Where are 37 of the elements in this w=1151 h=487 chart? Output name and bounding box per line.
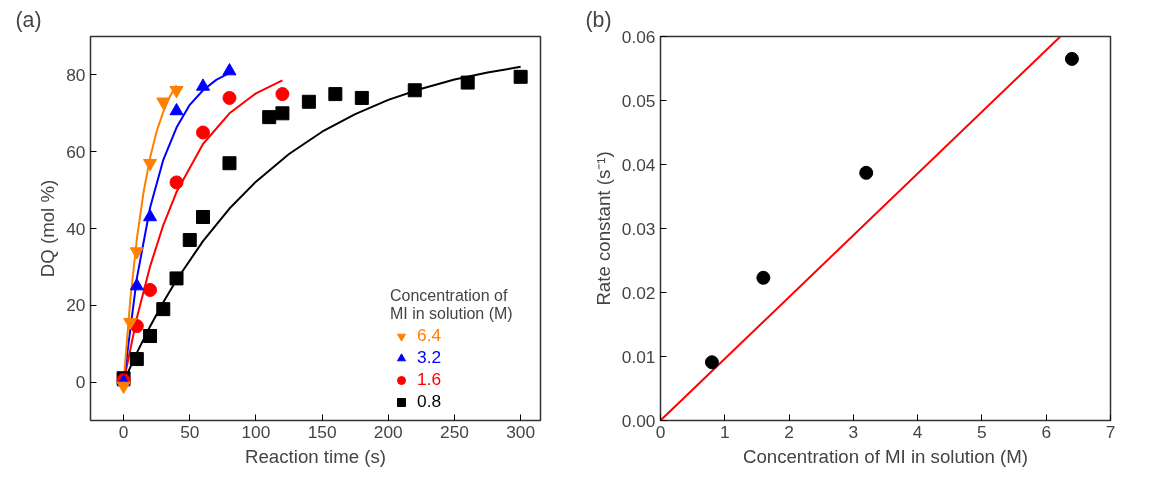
x-tick-label: 5 bbox=[977, 421, 987, 442]
x-tick-label: 3 bbox=[848, 421, 859, 442]
x-tick-label: 0 bbox=[118, 421, 129, 442]
x-tick-label: 150 bbox=[307, 421, 337, 442]
x-tick-label: 1 bbox=[719, 421, 730, 442]
x-axis-title: Concentration of MI in solution (M) bbox=[742, 445, 1029, 467]
x-tick-label: 300 bbox=[506, 421, 536, 442]
y-tick-label: 20 bbox=[66, 295, 86, 316]
y-tick-label: 80 bbox=[66, 64, 86, 85]
x-tick-label: 4 bbox=[912, 421, 923, 442]
x-tick-label: 7 bbox=[1105, 421, 1116, 442]
y-tick-label: 0.03 bbox=[621, 218, 656, 239]
x-tick-label: 100 bbox=[241, 421, 271, 442]
y-tick-label: 0.06 bbox=[621, 26, 656, 47]
legend-title: Concentration of MI in solution (M) bbox=[390, 287, 513, 323]
y-axis-title: Rate constant (s⁻¹) bbox=[592, 151, 614, 306]
legend-label: 0.8 bbox=[417, 391, 442, 412]
y-tick-label: 0 bbox=[75, 372, 86, 393]
x-tick-label: 2 bbox=[784, 421, 794, 442]
chart-title: (a) bbox=[15, 7, 42, 32]
y-tick-label: 40 bbox=[66, 218, 86, 239]
x-axis-title: Reaction time (s) bbox=[245, 445, 386, 467]
y-tick-label: 0.05 bbox=[621, 90, 656, 111]
legend-label: 6.4 bbox=[417, 325, 442, 346]
legend-label: 1.6 bbox=[417, 369, 442, 390]
x-tick-label: 200 bbox=[373, 421, 403, 442]
x-tick-label: 250 bbox=[440, 421, 469, 442]
y-tick-label: 0.00 bbox=[621, 410, 656, 431]
chart-title: (b) bbox=[585, 7, 612, 32]
y-axis-title: DQ (mol %) bbox=[37, 179, 59, 278]
y-tick-label: 0.02 bbox=[621, 282, 656, 303]
x-tick-label: 6 bbox=[1041, 421, 1052, 442]
legend-label: 3.2 bbox=[417, 347, 442, 368]
x-tick-label: 50 bbox=[180, 421, 200, 442]
y-tick-label: 0.04 bbox=[621, 154, 656, 175]
y-tick-label: 60 bbox=[66, 141, 86, 162]
y-tick-label: 0.01 bbox=[621, 346, 656, 367]
